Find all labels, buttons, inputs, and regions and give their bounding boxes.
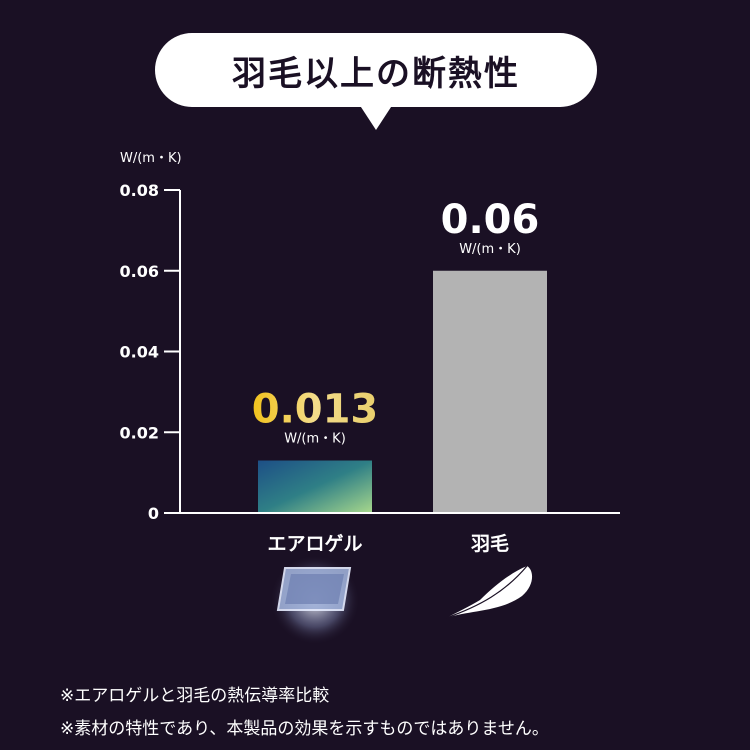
data-label: 0.06 — [441, 197, 540, 243]
data-label-unit: W/(m・K) — [459, 242, 521, 257]
data-label-unit: W/(m・K) — [284, 432, 346, 447]
footnote-1: ※エアロゲルと羽毛の熱伝導率比較 — [60, 686, 330, 706]
y-tick-label: 0.04 — [120, 343, 159, 362]
bar-aerogel — [258, 460, 372, 513]
y-tick-label: 0.08 — [120, 181, 159, 200]
bar-feather — [433, 270, 547, 513]
x-category-label: 羽毛 — [471, 533, 509, 555]
y-axis-label: W/(m・K) — [120, 151, 182, 166]
title-bubble: 羽毛以上の断熱性 — [155, 33, 597, 107]
aerogel-panel-icon — [270, 555, 360, 645]
y-tick-label: 0 — [148, 504, 159, 523]
data-label: 0.013 — [252, 387, 379, 433]
y-tick-label: 0.06 — [120, 262, 159, 281]
footnote-2: ※素材の特性であり、本製品の効果を示すものではありません。 — [60, 719, 549, 739]
bubble-tail — [359, 104, 393, 130]
y-tick-label: 0.02 — [120, 423, 159, 442]
chart-title: 羽毛以上の断熱性 — [232, 53, 520, 94]
x-category-label: エアロゲル — [267, 533, 362, 555]
feather-icon — [445, 565, 533, 619]
